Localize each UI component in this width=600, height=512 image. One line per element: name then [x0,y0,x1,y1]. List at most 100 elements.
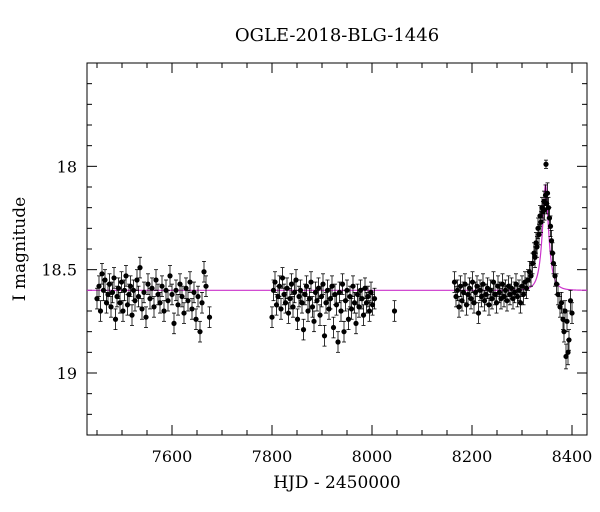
data-point [306,287,313,310]
data-point [356,296,362,318]
data-marker [324,287,331,293]
data-marker [134,277,140,283]
data-marker [305,308,311,314]
data-marker [335,339,341,345]
data-marker [206,314,213,320]
data-marker [309,304,316,310]
data-marker [348,306,355,312]
data-point [118,271,125,293]
y-tick-label: 18.5 [41,261,77,280]
data-marker [561,329,567,335]
data-marker [528,273,534,279]
data-point [269,306,275,328]
data-marker [564,318,570,324]
data-point [468,287,474,310]
data-point [193,308,199,331]
data-marker [94,296,100,302]
y-tick-label: 18 [57,157,77,176]
data-marker [173,287,179,293]
data-marker [96,283,102,289]
data-marker [517,300,524,306]
data-marker [199,300,205,306]
data-point [547,215,554,238]
data-point [293,269,299,291]
data-point [294,308,301,331]
data-point [123,265,129,287]
data-point [181,302,187,324]
data-point [199,291,205,314]
data-marker [135,293,142,300]
data-point [534,236,540,258]
data-marker [279,275,286,281]
x-tick-label: 7600 [152,447,193,466]
data-point [324,279,331,302]
data-point [106,273,113,295]
data-marker [567,298,574,304]
data-marker [99,271,105,277]
data-marker [369,302,376,308]
data-marker [339,281,346,287]
data-point [173,279,179,302]
data-marker [504,298,510,304]
data-marker [306,296,313,302]
data-marker [451,279,458,285]
data-marker [120,308,126,314]
data-point [201,260,207,283]
data-marker [123,273,129,279]
data-point [206,306,213,328]
data-marker [145,281,151,287]
data-marker [550,260,557,267]
data-marker [489,296,495,302]
data-point [120,300,126,322]
data-point [165,289,171,312]
data-marker [314,298,320,304]
data-point [111,267,117,289]
data-marker [565,349,571,355]
data-marker [315,285,322,291]
data-point [288,273,295,295]
data-marker [183,285,189,291]
data-point [299,291,305,314]
data-point [203,275,209,297]
data-marker [300,327,307,333]
data-point [360,304,367,326]
data-point [451,271,458,293]
data-point [348,298,355,320]
data-marker [327,296,334,302]
data-marker [195,293,201,300]
data-point [303,275,310,297]
data-point [493,291,500,314]
data-marker [159,283,165,289]
data-marker [353,320,359,326]
x-tick-label: 8200 [452,447,493,466]
data-point [149,277,155,300]
data-marker [141,289,147,295]
data-marker [276,283,283,289]
data-point [333,294,340,316]
data-marker [520,291,527,298]
x-tick-label: 8000 [352,447,393,466]
data-marker [341,329,347,335]
data-marker [351,300,358,306]
data-marker [161,308,167,314]
data-point [177,273,183,295]
data-point [480,273,486,295]
data-marker [102,277,108,283]
data-point [338,300,344,322]
data-point [541,198,548,221]
data-marker [293,277,299,283]
data-marker [132,298,138,304]
data-point [132,289,138,312]
data-marker [354,291,361,298]
data-marker [285,310,292,316]
data-point [336,281,343,304]
data-marker [108,304,114,310]
data-point [474,275,480,297]
data-marker [284,285,290,291]
data-point [143,306,149,328]
data-point [344,279,350,302]
data-marker [336,289,343,295]
data-marker [543,161,549,167]
data-point [329,275,335,297]
